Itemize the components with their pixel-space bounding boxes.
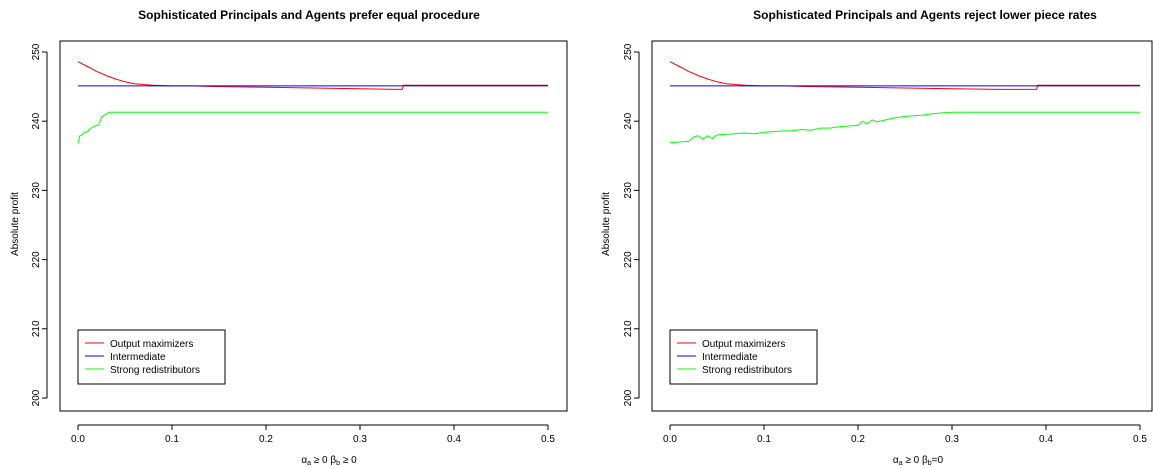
legend-box [77,329,226,385]
y-axis: 200 210 220 230 240 250 [623,43,640,406]
legend: Output maximizers Intermediate Strong redi… [669,329,818,385]
x-tick-label: 0.5 [1133,434,1147,445]
y-tick-label: 220 [31,251,42,268]
series-line-output-maximizers [669,61,1140,90]
x-label-part: ≥ 0 β [311,455,336,466]
y-tick-label: 230 [31,182,42,199]
x-label-subscript: b [928,460,932,467]
legend-box [669,329,818,385]
x-tick-label: 0.0 [71,434,85,445]
x-axis-label: αa ≥ 0 βb ≥ 0 [301,455,357,467]
legend-label: Intermediate [702,352,758,363]
legend-label: Output maximizers [110,339,193,350]
y-tick-label: 200 [31,389,42,406]
legend-label: Intermediate [110,352,166,363]
x-label-subscript: a [899,460,903,467]
legend: Output maximizers Intermediate Strong redi… [77,329,226,385]
x-label-part: =0 [932,455,944,466]
y-axis-label: Absolute profit [601,192,612,256]
x-axis: 0.0 0.1 0.2 0.3 0.4 0.5 [71,424,555,445]
x-label-subscript: a [307,460,311,467]
chart-title: Sophisticated Principals and Agents pref… [138,8,480,22]
x-tick-label: 0.2 [259,434,273,445]
y-tick-label: 240 [31,112,42,129]
legend-label: Output maximizers [702,339,785,350]
series-line-strong-redistributors [77,111,548,144]
chart-panel-2: Sophisticated Principals and Agents reje… [601,8,1153,467]
x-label-subscript: b [336,460,340,467]
plot-frame [651,40,1153,412]
series-line-strong-redistributors [669,111,1140,144]
y-axis: 200 210 220 230 240 250 [31,43,48,406]
x-tick-label: 0.0 [663,434,677,445]
y-tick-label: 250 [623,43,634,60]
x-tick-label: 0.1 [165,434,179,445]
x-tick-label: 0.4 [447,434,461,445]
y-tick-label: 210 [31,320,42,337]
y-tick-label: 210 [623,320,634,337]
x-tick-label: 0.4 [1039,434,1053,445]
x-tick-label: 0.3 [353,434,367,445]
y-tick-label: 220 [623,251,634,268]
x-label-part: ≥ 0 β [903,455,928,466]
plot-frame [59,40,568,412]
y-tick-label: 230 [623,182,634,199]
x-label-part: α [301,455,307,466]
x-tick-label: 0.2 [851,434,865,445]
chart-title: Sophisticated Principals and Agents reje… [753,8,1097,22]
y-tick-label: 240 [623,112,634,129]
legend-label: Strong redistributors [702,365,792,376]
series-line-output-maximizers [77,61,548,90]
y-tick-label: 250 [31,43,42,60]
x-tick-label: 0.5 [541,434,555,445]
x-tick-label: 0.3 [945,434,959,445]
chart-panel-1: Sophisticated Principals and Agents pref… [10,8,568,467]
x-axis: 0.0 0.1 0.2 0.3 0.4 0.5 [663,424,1147,445]
x-axis-label: αa ≥ 0 βb=0 [893,455,944,467]
y-tick-label: 200 [623,389,634,406]
x-label-part: ≥ 0 [340,455,357,466]
x-tick-label: 0.1 [757,434,771,445]
x-label-part: α [893,455,899,466]
legend-label: Strong redistributors [110,365,200,376]
y-axis-label: Absolute profit [10,192,21,256]
